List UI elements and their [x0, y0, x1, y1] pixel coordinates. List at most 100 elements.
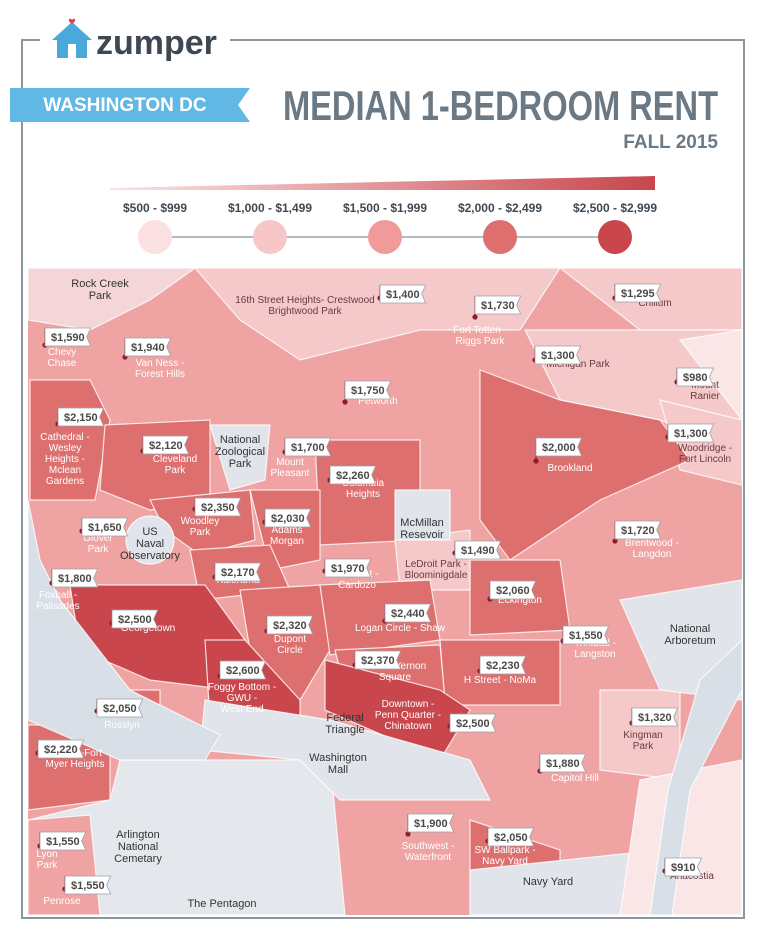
rent-tag	[384, 603, 432, 623]
rent: $980	[683, 372, 707, 384]
rent-tag	[344, 380, 392, 400]
neighborhood-name: GWU -	[227, 693, 258, 704]
city-banner	[10, 88, 250, 122]
landmark: US	[142, 526, 157, 538]
landmark: The Pentagon	[187, 898, 256, 910]
neighborhood-name: Penn Quarter -	[375, 710, 441, 721]
neighborhood-name: Brightwood Park	[268, 306, 342, 317]
landmark: Resevoir	[400, 529, 444, 541]
landmark: Naval	[136, 538, 164, 550]
rent-tag	[214, 562, 262, 582]
legend-label: $2,000 - $2,499	[458, 201, 542, 215]
rent: $1,550	[46, 836, 80, 848]
neighborhood-name: Foxhall -	[39, 590, 77, 601]
rent: $2,150	[64, 412, 98, 424]
rent: $2,500	[118, 614, 152, 626]
rent: $1,590	[51, 332, 85, 344]
neighborhood-name: Capitol Hill	[551, 773, 599, 784]
landmark: Park	[229, 458, 252, 470]
rent-tag	[329, 465, 377, 485]
title: MEDIAN 1-BEDROOM RENT	[283, 82, 718, 129]
landmark: Triangle	[325, 724, 364, 736]
neighborhood-name: Bloominigdale	[405, 570, 468, 581]
rent: $1,550	[71, 880, 105, 892]
neighborhood-name: Foggy Bottom -	[208, 682, 276, 693]
neighborhood-name: Chase	[48, 358, 77, 369]
neighborhood-name: Cardozo	[338, 580, 376, 591]
rent: $2,220	[44, 744, 78, 756]
neighborhood-name: Fort Totten -	[453, 325, 507, 336]
neighborhood-name: Logan Circle - Shaw	[355, 623, 446, 634]
legend-label: $1,500 - $1,999	[343, 201, 427, 215]
rent-tag	[474, 295, 522, 315]
neighborhood-name: Forest Hills	[135, 369, 185, 380]
rent-tag	[614, 520, 662, 540]
pin	[472, 314, 478, 320]
rent-tag	[39, 831, 87, 851]
neighborhood-name: Chillum	[638, 298, 671, 309]
rent: $2,260	[336, 470, 370, 482]
landmark: National	[220, 434, 260, 446]
rent: $1,400	[386, 289, 420, 301]
rent: $2,050	[103, 703, 137, 715]
neighborhood-name: Park	[633, 741, 655, 752]
rent: $1,730	[481, 300, 515, 312]
rent-tag	[44, 327, 92, 347]
rent-tag	[379, 284, 427, 304]
landmark: Park	[89, 290, 112, 302]
rent: $2,000	[542, 442, 576, 454]
neighborhood-name: Gardens	[46, 476, 84, 487]
rent: $1,750	[351, 385, 385, 397]
neighborhood-name: Dupont	[274, 634, 306, 645]
rent: $2,120	[149, 440, 183, 452]
landmark: Navy Yard	[523, 876, 573, 888]
landmark: Federal	[326, 712, 363, 724]
rent: $2,440	[391, 608, 425, 620]
rent: $2,060	[496, 585, 530, 597]
legend-swatch	[598, 220, 632, 254]
legend-swatch	[368, 220, 402, 254]
neighborhood-name: Rosslyn	[104, 720, 140, 731]
rent: $910	[671, 862, 695, 874]
rent: $1,295	[621, 288, 655, 300]
legend-label: $2,500 - $2,999	[573, 201, 657, 215]
landmark: Mall	[328, 764, 348, 776]
neighborhood-name: Chevy	[48, 347, 76, 358]
neighborhood-name: Navy Yard	[482, 856, 528, 867]
rent: $1,300	[541, 350, 575, 362]
frame	[21, 39, 745, 919]
neighborhood-name: Mount	[276, 457, 304, 468]
neighborhood-name: Brentwood -	[625, 538, 679, 549]
rent-tag	[631, 707, 679, 727]
rent-tag	[534, 345, 582, 365]
rent-tag	[142, 435, 190, 455]
rent: $1,700	[291, 442, 325, 454]
rent: $1,900	[414, 818, 448, 830]
neighborhood-name: LeDroit Park -	[405, 559, 467, 570]
landmark: Cemetary	[114, 853, 162, 865]
neighborhood-name: Ranier	[690, 391, 720, 402]
rent-tag	[266, 615, 314, 635]
rent: $1,800	[58, 573, 92, 585]
rent-tag	[51, 568, 99, 588]
rent: $1,320	[638, 712, 672, 724]
neighborhood-name: Park	[190, 527, 212, 538]
landmark: Observatory	[120, 550, 180, 562]
rent-tag	[664, 857, 703, 877]
neighborhood-name: Georgetown	[121, 623, 175, 634]
rent-tag	[539, 753, 587, 773]
neighborhood-name: Pleasant	[271, 468, 310, 479]
rent-tag	[324, 558, 372, 578]
rent: $1,490	[461, 545, 495, 557]
rent: $2,050	[494, 832, 528, 844]
rent-tag	[194, 497, 242, 517]
neighborhood-name: Wesley	[49, 443, 82, 454]
pin	[533, 458, 539, 464]
neighborhood-name: Cathedral -	[40, 432, 89, 443]
rent-tag	[535, 437, 583, 457]
pin	[405, 831, 411, 837]
rent-tag	[454, 540, 502, 560]
rent: $1,940	[131, 342, 165, 354]
neighborhood-name: Langdon	[633, 549, 672, 560]
